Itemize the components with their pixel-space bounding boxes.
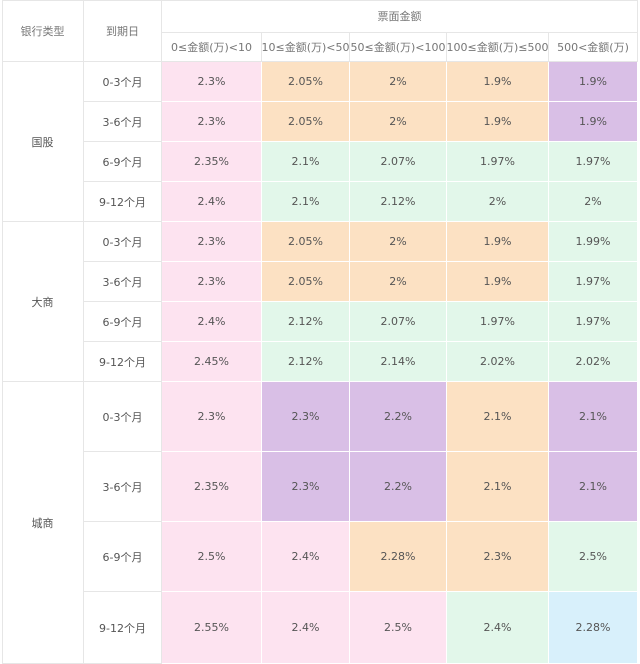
maturity-cell: 6-9个月 [84,142,162,182]
rate-cell: 2.14% [350,342,447,382]
rate-cell: 2.3% [162,222,262,262]
header-range-1: 0≤金额(万)<10 [162,33,262,62]
rate-cell: 1.9% [447,222,549,262]
rate-cell: 1.9% [549,62,638,102]
rate-cell: 1.97% [549,262,638,302]
rate-cell: 2% [350,62,447,102]
rate-cell: 2.1% [549,452,638,522]
maturity-cell: 9-12个月 [84,592,162,664]
rate-cell: 2% [549,182,638,222]
rate-cell: 2.28% [549,592,638,664]
maturity-cell: 0-3个月 [84,382,162,452]
rate-cell: 2.12% [262,302,350,342]
rate-cell: 2.07% [350,302,447,342]
maturity-cell: 0-3个月 [84,222,162,262]
maturity-cell: 9-12个月 [84,342,162,382]
rate-cell: 2.3% [162,102,262,142]
bank-type-cell: 国股 [2,62,84,222]
rate-cell: 2.28% [350,522,447,592]
rate-cell: 2.5% [350,592,447,664]
rate-cell: 2.2% [350,452,447,522]
rate-cell: 2.3% [162,382,262,452]
rate-cell: 2.3% [162,62,262,102]
maturity-cell: 6-9个月 [84,522,162,592]
rate-cell: 1.9% [447,262,549,302]
rate-cell: 2.55% [162,592,262,664]
rate-cell: 2.3% [162,262,262,302]
rate-cell: 2.1% [447,382,549,452]
rate-cell: 2.5% [162,522,262,592]
bank-type-cell: 大商 [2,222,84,382]
rate-cell: 1.97% [549,142,638,182]
bank-type-cell: 城商 [2,382,84,664]
rate-cell: 2.12% [350,182,447,222]
rate-cell: 2.3% [262,452,350,522]
rate-cell: 2.05% [262,262,350,302]
rate-cell: 2.35% [162,142,262,182]
rate-cell: 2.4% [447,592,549,664]
rate-cell: 1.9% [549,102,638,142]
maturity-cell: 0-3个月 [84,62,162,102]
maturity-cell: 3-6个月 [84,102,162,142]
rate-cell: 2.2% [350,382,447,452]
rate-cell: 2.05% [262,62,350,102]
maturity-cell: 6-9个月 [84,302,162,342]
rate-cell: 2.02% [447,342,549,382]
rate-cell: 2.1% [549,382,638,452]
rate-cell: 2.1% [447,452,549,522]
rate-cell: 1.97% [447,142,549,182]
rate-cell: 2.4% [262,592,350,664]
rate-cell: 2.05% [262,222,350,262]
rate-cell: 2.5% [549,522,638,592]
maturity-cell: 3-6个月 [84,452,162,522]
rate-cell: 1.9% [447,62,549,102]
header-range-4: 100≤金额(万)≤500 [447,33,549,62]
header-range-5: 500<金额(万) [549,33,638,62]
rate-cell: 2.4% [262,522,350,592]
header-range-2: 10≤金额(万)<50 [262,33,350,62]
rate-cell: 2.1% [262,182,350,222]
rate-cell: 2.4% [162,302,262,342]
rate-cell: 2.4% [162,182,262,222]
maturity-cell: 9-12个月 [84,182,162,222]
rate-cell: 2% [447,182,549,222]
rate-cell: 2.12% [262,342,350,382]
maturity-cell: 3-6个月 [84,262,162,302]
header-maturity: 到期日 [84,0,162,62]
header-face-amount: 票面金额 [162,0,638,33]
rate-cell: 2% [350,222,447,262]
rate-cell: 2.05% [262,102,350,142]
rate-cell: 1.9% [447,102,549,142]
rate-cell: 1.99% [549,222,638,262]
rate-cell: 2% [350,262,447,302]
rate-cell: 2.3% [447,522,549,592]
rate-cell: 2.35% [162,452,262,522]
rate-cell: 2.02% [549,342,638,382]
header-bank-type: 银行类型 [2,0,84,62]
header-range-3: 50≤金额(万)<100 [350,33,447,62]
rate-cell: 2.07% [350,142,447,182]
rate-cell: 2.45% [162,342,262,382]
rate-cell: 2.1% [262,142,350,182]
rate-cell: 2.3% [262,382,350,452]
rate-cell: 1.97% [549,302,638,342]
rate-cell: 1.97% [447,302,549,342]
rate-cell: 2% [350,102,447,142]
